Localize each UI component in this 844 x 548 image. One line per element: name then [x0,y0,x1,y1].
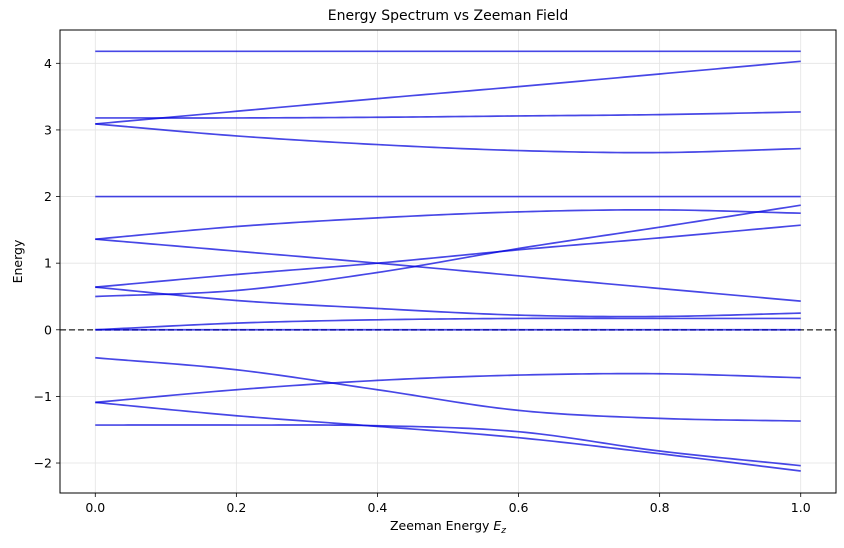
x-tick-label: 1.0 [791,500,811,515]
y-tick-label: −2 [34,456,52,471]
energy-band-line-4 [95,123,801,154]
energy-band-line-16 [95,424,801,467]
energy-band-line-2 [95,60,801,125]
energy-band-line-6 [95,208,801,241]
x-tick-label: 0.8 [650,500,670,515]
x-axis-label-subscript: z [500,526,506,536]
energy-band-line-10 [95,286,801,318]
y-tick-label: 0 [44,322,52,337]
x-tick-label: 0.2 [226,500,246,515]
x-tick-label: 0.6 [509,500,529,515]
plot-frame [59,29,837,494]
energy-band-line-15 [95,401,801,472]
x-axis-label-text: Zeeman Energy [390,518,493,533]
energy-band-line-7 [95,204,801,298]
energy-band-line-3 [95,111,801,119]
tick-layer: 0.0 0.2 0.4 0.6 0.8 1.0 −2 −1 0 1 2 3 4 [34,56,811,515]
energy-band-line-9 [95,238,801,302]
x-tick-label: 0.0 [85,500,105,515]
chart-title: Energy Spectrum vs Zeeman Field [328,8,568,24]
x-tick-label: 0.4 [368,500,388,515]
y-tick-label: −1 [34,389,52,404]
energy-band-line-13 [95,356,801,422]
y-tick-label: 3 [44,122,52,137]
y-tick-label: 1 [44,256,52,271]
energy-band-line-8 [95,224,801,288]
energy-band-line-11 [95,317,801,331]
x-axis-label: Zeeman Energy Ez [390,518,506,536]
energy-band-line-14 [95,372,801,404]
x-axis-label-symbol: E [493,518,501,533]
series-layer [95,50,801,472]
y-axis-label: Energy [10,239,25,283]
y-tick-label: 4 [44,56,52,71]
y-tick-label: 2 [44,189,52,204]
